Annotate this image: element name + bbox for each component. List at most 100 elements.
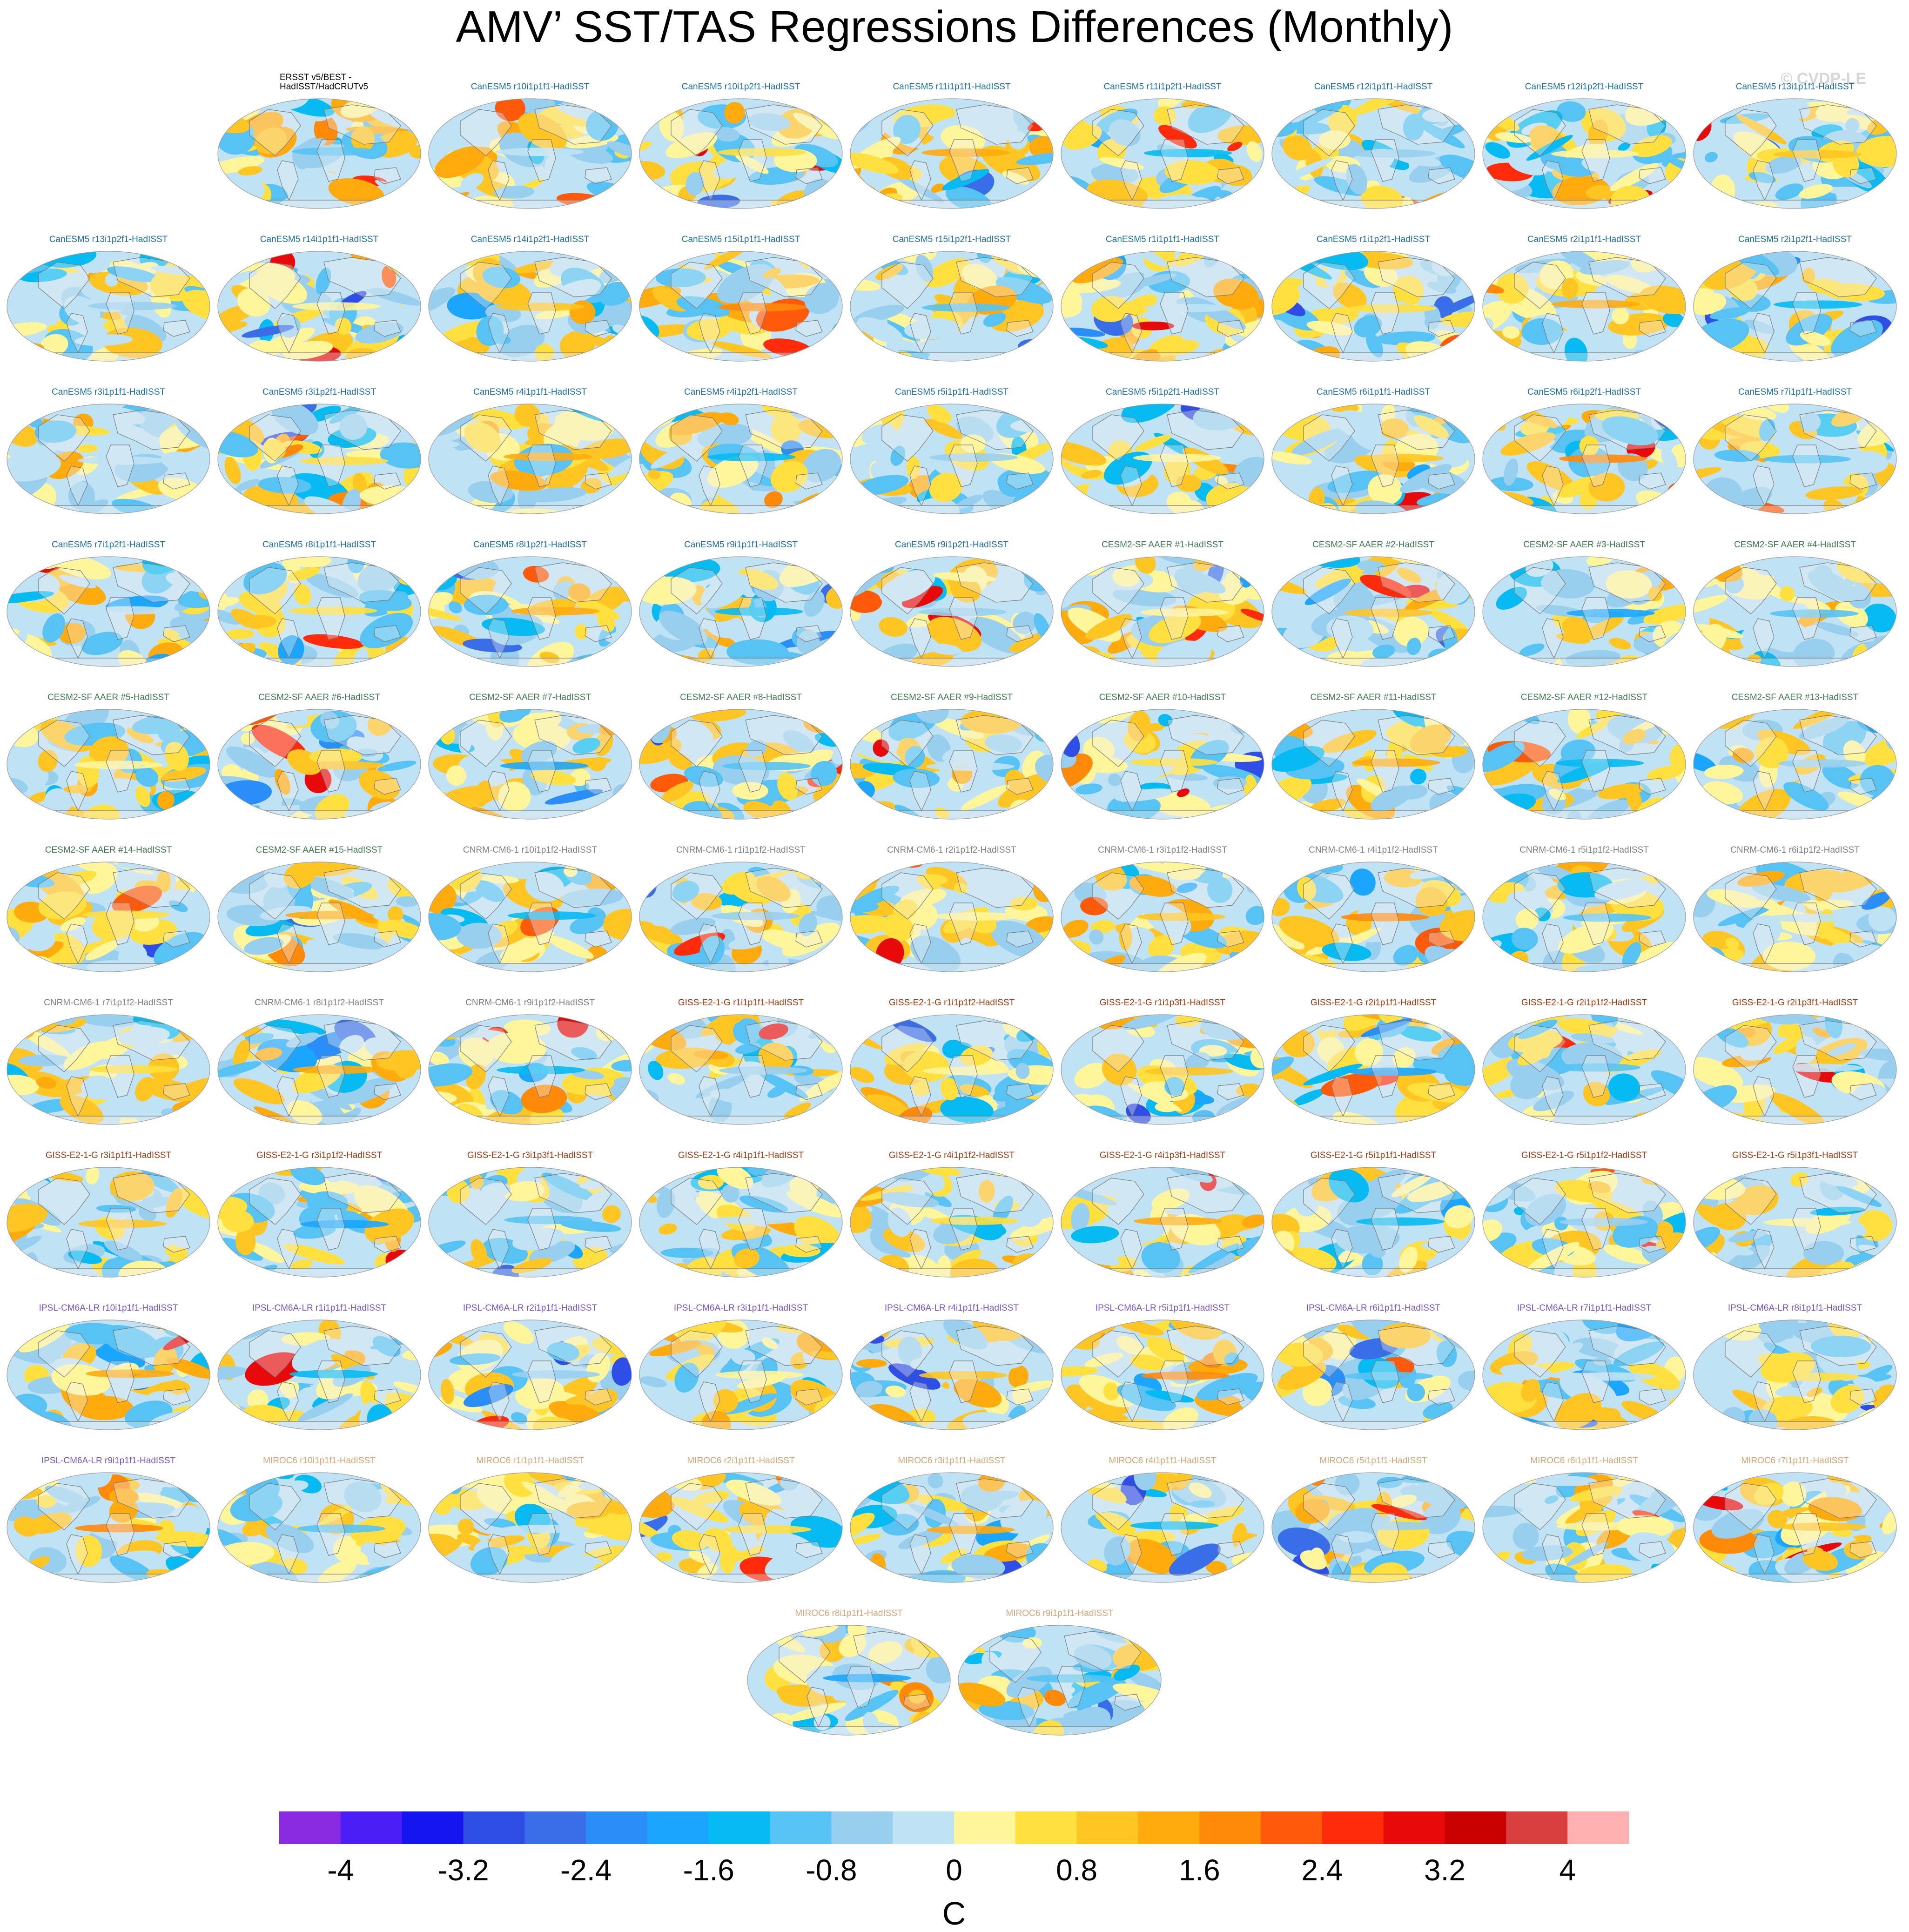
- panel-title: CESM2-SF AAER #4-HadISST: [1734, 540, 1856, 550]
- colorbar-swatch: [402, 1811, 464, 1844]
- panel-title: CESM2-SF AAER #15-HadISST: [256, 845, 383, 855]
- colorbar-swatch: [1261, 1811, 1323, 1844]
- map-panel: IPSL-CM6A-LR r4i1p1f1-HadISST: [850, 1303, 1054, 1430]
- map-panel: GISS-E2-1-G r2i1p3f1-HadISST: [1693, 998, 1897, 1125]
- panel-title: CanESM5 r9i1p2f1-HadISST: [895, 540, 1008, 550]
- panel-title: CESM2-SF AAER #12-HadISST: [1521, 693, 1648, 702]
- colorbar-swatch: [1383, 1811, 1445, 1844]
- map-panel: IPSL-CM6A-LR r2i1p1f1-HadISST: [428, 1303, 632, 1430]
- panel-title: CNRM-CM6-1 r8i1p1f2-HadISST: [255, 998, 384, 1008]
- map-panel: CanESM5 r8i1p2f1-HadISST: [428, 540, 632, 667]
- colorbar-swatch: [647, 1811, 709, 1844]
- panel-title: CESM2-SF AAER #3-HadISST: [1523, 540, 1645, 550]
- map-panel: CanESM5 r13i1p1f1-HadISST: [1693, 82, 1897, 209]
- colorbar-swatch: [1199, 1811, 1261, 1844]
- panel-title: CanESM5 r1i1p2f1-HadISST: [1317, 235, 1430, 244]
- panel-title: CanESM5 r8i1p2f1-HadISST: [473, 540, 587, 550]
- panel-title: GISS-E2-1-G r4i1p1f1-HadISST: [678, 1151, 804, 1160]
- panel-title: CanESM5 r6i1p2f1-HadISST: [1527, 387, 1641, 397]
- panel-title: CNRM-CM6-1 r5i1p1f2-HadISST: [1519, 845, 1649, 855]
- panel-title: CanESM5 r5i1p1f1-HadISST: [895, 387, 1008, 397]
- panel-title: GISS-E2-1-G r4i1p1f2-HadISST: [889, 1151, 1015, 1160]
- colorbar-swatch: [586, 1811, 648, 1844]
- map-panel: CanESM5 r14i1p1f1-HadISST: [217, 235, 421, 362]
- map-panel: CanESM5 r10i1p1f1-HadISST: [428, 82, 632, 209]
- colorbar-tick-label: 0.8: [1056, 1853, 1097, 1887]
- map-panel: CESM2-SF AAER #12-HadISST: [1482, 693, 1686, 820]
- map-panel: GISS-E2-1-G r1i1p1f1-HadISST: [639, 998, 843, 1125]
- map-panel: CanESM5 r8i1p1f1-HadISST: [217, 540, 421, 667]
- panel-title: CanESM5 r15i1p1f1-HadISST: [682, 235, 800, 244]
- map-panel: CanESM5 r6i1p2f1-HadISST: [1482, 387, 1686, 514]
- panel-title: GISS-E2-1-G r1i1p1f1-HadISST: [678, 998, 804, 1008]
- map-panel: IPSL-CM6A-LR r5i1p1f1-HadISST: [1061, 1303, 1264, 1430]
- map-panel: GISS-E2-1-G r4i1p1f2-HadISST: [850, 1151, 1054, 1278]
- panel-title: GISS-E2-1-G r5i1p3f1-HadISST: [1732, 1151, 1858, 1160]
- map-panel: GISS-E2-1-G r1i1p1f2-HadISST: [850, 998, 1054, 1125]
- panel-title: IPSL-CM6A-LR r5i1p1f1-HadISST: [1096, 1303, 1230, 1313]
- colorbar-swatch: [1015, 1811, 1077, 1844]
- panel-title: CanESM5 r12i1p2f1-HadISST: [1525, 82, 1644, 92]
- panel-title: IPSL-CM6A-LR r2i1p1f1-HadISST: [463, 1303, 598, 1313]
- colorbar-swatch: [770, 1811, 832, 1844]
- map-panel: CanESM5 r9i1p1f1-HadISST: [639, 540, 843, 667]
- panel-title: IPSL-CM6A-LR r7i1p1f1-HadISST: [1517, 1303, 1652, 1313]
- colorbar-swatch: [1506, 1811, 1568, 1844]
- map-panel: CESM2-SF AAER #14-HadISST: [7, 845, 210, 972]
- panel-title: CanESM5 r8i1p1f1-HadISST: [262, 540, 376, 550]
- colorbar-tick-label: 4: [1559, 1853, 1576, 1887]
- panel-title: MIROC6 r10i1p1f1-HadISST: [263, 1456, 376, 1466]
- panel-title: CanESM5 r2i1p1f1-HadISST: [1527, 235, 1641, 244]
- map-panel: CNRM-CM6-1 r1i1p1f2-HadISST: [639, 845, 843, 972]
- panel-title: CNRM-CM6-1 r2i1p1f2-HadISST: [887, 845, 1016, 855]
- map-panel: CanESM5 r2i1p2f1-HadISST: [1693, 235, 1897, 362]
- map-panel: MIROC6 r1i1p1f1-HadISST: [428, 1456, 632, 1583]
- map-panel: CanESM5 r5i1p2f1-HadISST: [1061, 387, 1264, 514]
- panel-title: MIROC6 r4i1p1f1-HadISST: [1109, 1456, 1217, 1466]
- map-panel: CanESM5 r14i1p2f1-HadISST: [428, 235, 632, 362]
- panel-title: GISS-E2-1-G r2i1p1f2-HadISST: [1521, 998, 1647, 1008]
- colorbar-swatch: [279, 1811, 341, 1844]
- panel-title: MIROC6 r8i1p1f1-HadISST: [795, 1609, 903, 1618]
- map-panel: CESM2-SF AAER #1-HadISST: [1061, 540, 1264, 667]
- colorbar: -4 -3.2 -2.4 -1.6 -0.8 0 0.8 1.6 2.4 3.2 4: [279, 1811, 1629, 1887]
- colorbar-swatch: [954, 1811, 1016, 1844]
- panel-title: MIROC6 r6i1p1f1-HadISST: [1530, 1456, 1638, 1466]
- panel-title: CanESM5 r13i1p1f1-HadISST: [1736, 82, 1855, 92]
- colorbar-swatch: [1445, 1811, 1506, 1844]
- panel-title: CNRM-CM6-1 r7i1p1f2-HadISST: [44, 998, 173, 1008]
- panel-title: CanESM5 r9i1p1f1-HadISST: [684, 540, 798, 550]
- map-panel: MIROC6 r10i1p1f1-HadISST: [217, 1456, 421, 1583]
- panel-title: CanESM5 r6i1p1f1-HadISST: [1317, 387, 1430, 397]
- map-panel: CanESM5 r10i1p2f1-HadISST: [639, 82, 843, 209]
- colorbar-swatch: [463, 1811, 525, 1844]
- colorbar-swatch: [1567, 1811, 1629, 1844]
- colorbar-tick-label: -4: [327, 1853, 354, 1887]
- panel-title: CESM2-SF AAER #1-HadISST: [1102, 540, 1223, 550]
- panel-title: CESM2-SF AAER #9-HadISST: [891, 693, 1013, 702]
- panel-title: CanESM5 r5i1p2f1-HadISST: [1106, 387, 1219, 397]
- map-panel: ERSST v5/BEST -HadISST/HadCRUTv5: [217, 73, 421, 209]
- panel-title: CanESM5 r13i1p2f1-HadISST: [49, 235, 168, 244]
- panel-title: CNRM-CM6-1 r4i1p1f2-HadISST: [1309, 845, 1438, 855]
- map-panel: GISS-E2-1-G r5i1p3f1-HadISST: [1693, 1151, 1897, 1278]
- map-panel: MIROC6 r5i1p1f1-HadISST: [1271, 1456, 1475, 1583]
- map-panel: CESM2-SF AAER #11-HadISST: [1271, 693, 1475, 820]
- panel-title: CESM2-SF AAER #2-HadISST: [1312, 540, 1434, 550]
- panel-title: CESM2-SF AAER #11-HadISST: [1310, 693, 1436, 702]
- panel-title: GISS-E2-1-G r3i1p1f1-HadISST: [46, 1151, 172, 1160]
- map-panel: CanESM5 r3i1p1f1-HadISST: [7, 387, 210, 514]
- colorbar-tick-label: 3.2: [1424, 1853, 1465, 1887]
- map-panel: GISS-E2-1-G r5i1p1f1-HadISST: [1271, 1151, 1475, 1278]
- panel-title: CNRM-CM6-1 r6i1p1f2-HadISST: [1730, 845, 1860, 855]
- map-panel: CanESM5 r4i1p2f1-HadISST: [639, 387, 843, 514]
- panel-title: GISS-E2-1-G r4i1p3f1-HadISST: [1100, 1151, 1226, 1160]
- panel-title: GISS-E2-1-G r5i1p1f2-HadISST: [1521, 1151, 1647, 1160]
- panel-title: CanESM5 r11i1p2f1-HadISST: [1103, 82, 1221, 92]
- panel-title: CanESM5 r10i1p1f1-HadISST: [471, 82, 590, 92]
- panel-title: CanESM5 r3i1p1f1-HadISST: [52, 387, 165, 397]
- panel-title: CESM2-SF AAER #13-HadISST: [1732, 693, 1859, 702]
- map-panel: GISS-E2-1-G r3i1p1f1-HadISST: [7, 1151, 210, 1278]
- panel-title: CESM2-SF AAER #8-HadISST: [680, 693, 802, 702]
